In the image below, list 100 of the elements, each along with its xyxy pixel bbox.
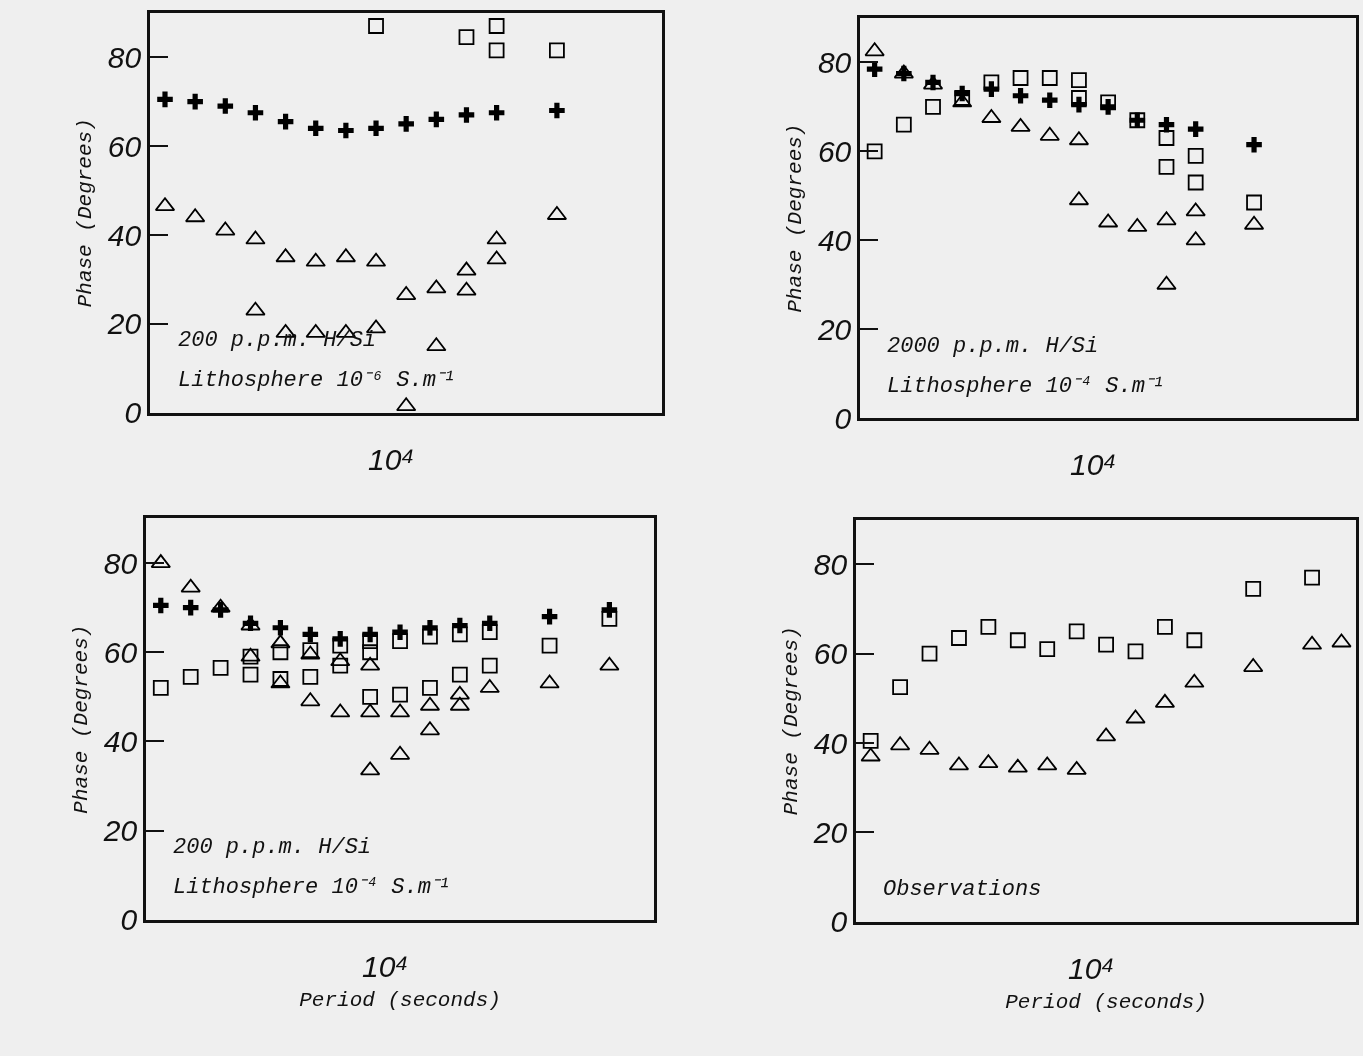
point: [866, 143, 883, 160]
point: [549, 42, 565, 59]
point: [1187, 147, 1204, 164]
point: [458, 29, 475, 46]
text: 10⁴: [368, 443, 415, 476]
y-tick-label: 40: [107, 218, 142, 252]
y-tick-label: 20: [812, 815, 848, 849]
y-tick-label: 0: [120, 903, 138, 937]
point: [272, 619, 289, 636]
point: [1185, 231, 1206, 246]
point: [1037, 756, 1058, 771]
point: [860, 747, 881, 762]
y-tick-label: 60: [813, 637, 848, 671]
point: [245, 301, 266, 316]
point: [1127, 643, 1144, 660]
annotation: 2000 p.p.m. H/Si: [887, 334, 1099, 359]
point: [488, 18, 505, 34]
y-tick-label: 60: [817, 134, 852, 168]
point: [272, 644, 289, 661]
y-tick-label: 80: [813, 547, 848, 581]
point: [305, 252, 326, 267]
point: [242, 666, 259, 683]
y-tick-label: 60: [103, 635, 138, 669]
point: [978, 754, 999, 769]
point: [187, 93, 203, 110]
point: [362, 633, 379, 650]
text: 10⁴: [1068, 952, 1115, 985]
point: [1331, 633, 1352, 648]
point: [1185, 202, 1206, 217]
point: [1066, 760, 1087, 775]
point: [862, 732, 879, 749]
point: [368, 18, 384, 34]
point: [1158, 130, 1175, 146]
point: [302, 668, 319, 685]
point: [152, 597, 169, 614]
point: [1157, 618, 1173, 635]
point: [1187, 174, 1204, 191]
annotation: Observations: [883, 877, 1042, 902]
point: [1184, 673, 1205, 688]
point: [182, 599, 199, 616]
y-axis-title: Phase (Degrees): [73, 118, 97, 308]
point: [1007, 758, 1028, 773]
point: [338, 122, 354, 139]
point: [392, 686, 408, 703]
point: [892, 679, 908, 696]
point: [1039, 641, 1056, 658]
point: [1304, 569, 1320, 586]
point: [980, 618, 997, 635]
point: [277, 113, 294, 130]
point: [549, 102, 565, 119]
point: [1071, 72, 1087, 89]
point: [1009, 632, 1026, 649]
point: [217, 98, 234, 114]
point: [983, 74, 1000, 91]
point: [1246, 194, 1262, 211]
point: [481, 624, 498, 641]
point: [330, 652, 351, 667]
text: 10⁴: [1070, 448, 1117, 481]
point: [451, 666, 468, 683]
point: [895, 116, 912, 133]
point: [601, 610, 618, 627]
point: [245, 230, 266, 245]
point: [1041, 70, 1058, 86]
point: [925, 98, 941, 115]
annotation: Lithosphere 10⁻⁶ S.m⁻¹: [178, 368, 457, 393]
point: [1156, 211, 1177, 226]
point: [330, 703, 351, 718]
point: [368, 120, 384, 137]
point: [215, 221, 236, 236]
y-tick-label: 60: [107, 129, 142, 163]
point: [539, 674, 560, 689]
y-axis-title: Phase (Degrees): [69, 624, 93, 814]
point: [398, 116, 414, 132]
point: [212, 659, 229, 676]
y-tick-label: 0: [834, 401, 852, 435]
point: [1156, 275, 1177, 290]
point: [428, 111, 445, 128]
point: [451, 626, 468, 643]
point: [247, 104, 264, 121]
point: [919, 740, 940, 755]
point: [422, 680, 438, 696]
text: 10⁴: [362, 950, 409, 983]
point: [332, 637, 349, 654]
point: [488, 104, 505, 121]
point: [921, 645, 938, 662]
point: [332, 657, 349, 674]
y-tick-label: 20: [816, 312, 852, 346]
point: [300, 692, 321, 707]
point: [541, 637, 558, 654]
point: [1100, 94, 1117, 111]
point: [866, 61, 883, 77]
y-tick-label: 40: [817, 223, 852, 257]
y-axis-title: Phase (Degrees): [779, 626, 803, 816]
annotation: 200 p.p.m. H/Si: [173, 835, 372, 860]
point: [541, 608, 558, 625]
x-axis-title: Period (seconds): [299, 988, 501, 1012]
y-axis-title: Phase (Degrees): [784, 123, 808, 313]
annotation: Lithosphere 10⁻⁴ S.m⁻¹: [173, 875, 452, 900]
point: [449, 696, 470, 711]
point: [157, 91, 173, 108]
